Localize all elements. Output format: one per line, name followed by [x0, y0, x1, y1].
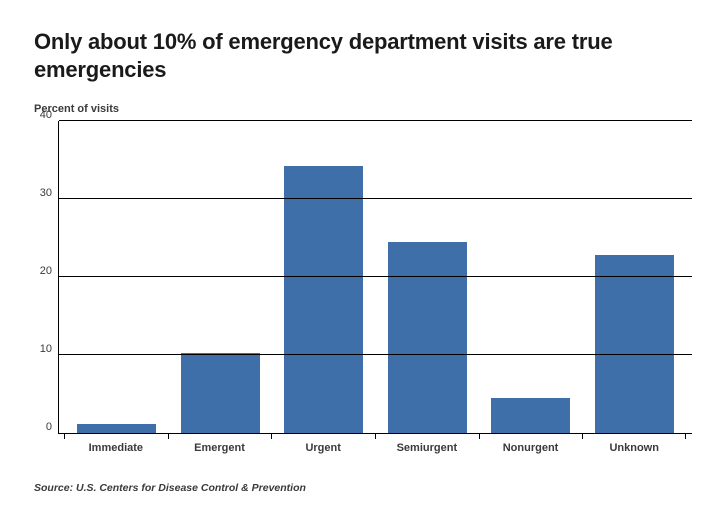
grid-line	[59, 120, 692, 121]
plot-area	[58, 121, 692, 433]
bar	[77, 424, 156, 433]
x-tick-mark	[168, 434, 169, 439]
source-attribution: Source: U.S. Centers for Disease Control…	[34, 482, 692, 494]
x-tick: Unknown	[582, 434, 686, 456]
bar	[388, 242, 467, 433]
bar	[491, 398, 570, 433]
x-tick: Nonurgent	[479, 434, 583, 456]
x-axis: Immediate Emergent Urgent Semiurgent Nonurge…	[58, 433, 692, 456]
chart-title: Only about 10% of emergency department v…	[34, 28, 692, 83]
x-tick: Immediate	[64, 434, 168, 456]
x-label: Nonurgent	[503, 434, 559, 454]
x-tick-mark	[271, 434, 272, 439]
bar-slot	[272, 121, 376, 433]
chart-area: 403020100	[34, 121, 692, 433]
x-tick: Urgent	[271, 434, 375, 456]
x-tick-mark	[64, 434, 65, 439]
x-tick-mark	[375, 434, 376, 439]
x-label: Emergent	[194, 434, 245, 454]
x-label: Immediate	[89, 434, 143, 454]
bar	[181, 353, 260, 433]
bars-container	[59, 121, 692, 433]
bar	[595, 255, 674, 433]
bar-slot	[65, 121, 169, 433]
bar	[284, 166, 363, 433]
x-tick: Emergent	[168, 434, 272, 456]
x-tick-mark	[685, 434, 686, 439]
x-label: Unknown	[609, 434, 659, 454]
x-tick-mark	[582, 434, 583, 439]
x-tick: Semiurgent	[375, 434, 479, 456]
bar-slot	[583, 121, 687, 433]
bar-slot	[376, 121, 480, 433]
x-label: Urgent	[305, 434, 340, 454]
grid-line	[59, 354, 692, 355]
bar-slot	[169, 121, 273, 433]
grid-line	[59, 198, 692, 199]
grid-line	[59, 276, 692, 277]
y-axis: 403020100	[34, 121, 58, 433]
x-label: Semiurgent	[397, 434, 458, 454]
y-axis-label: Percent of visits	[34, 103, 692, 115]
bar-slot	[479, 121, 583, 433]
x-tick-mark	[479, 434, 480, 439]
